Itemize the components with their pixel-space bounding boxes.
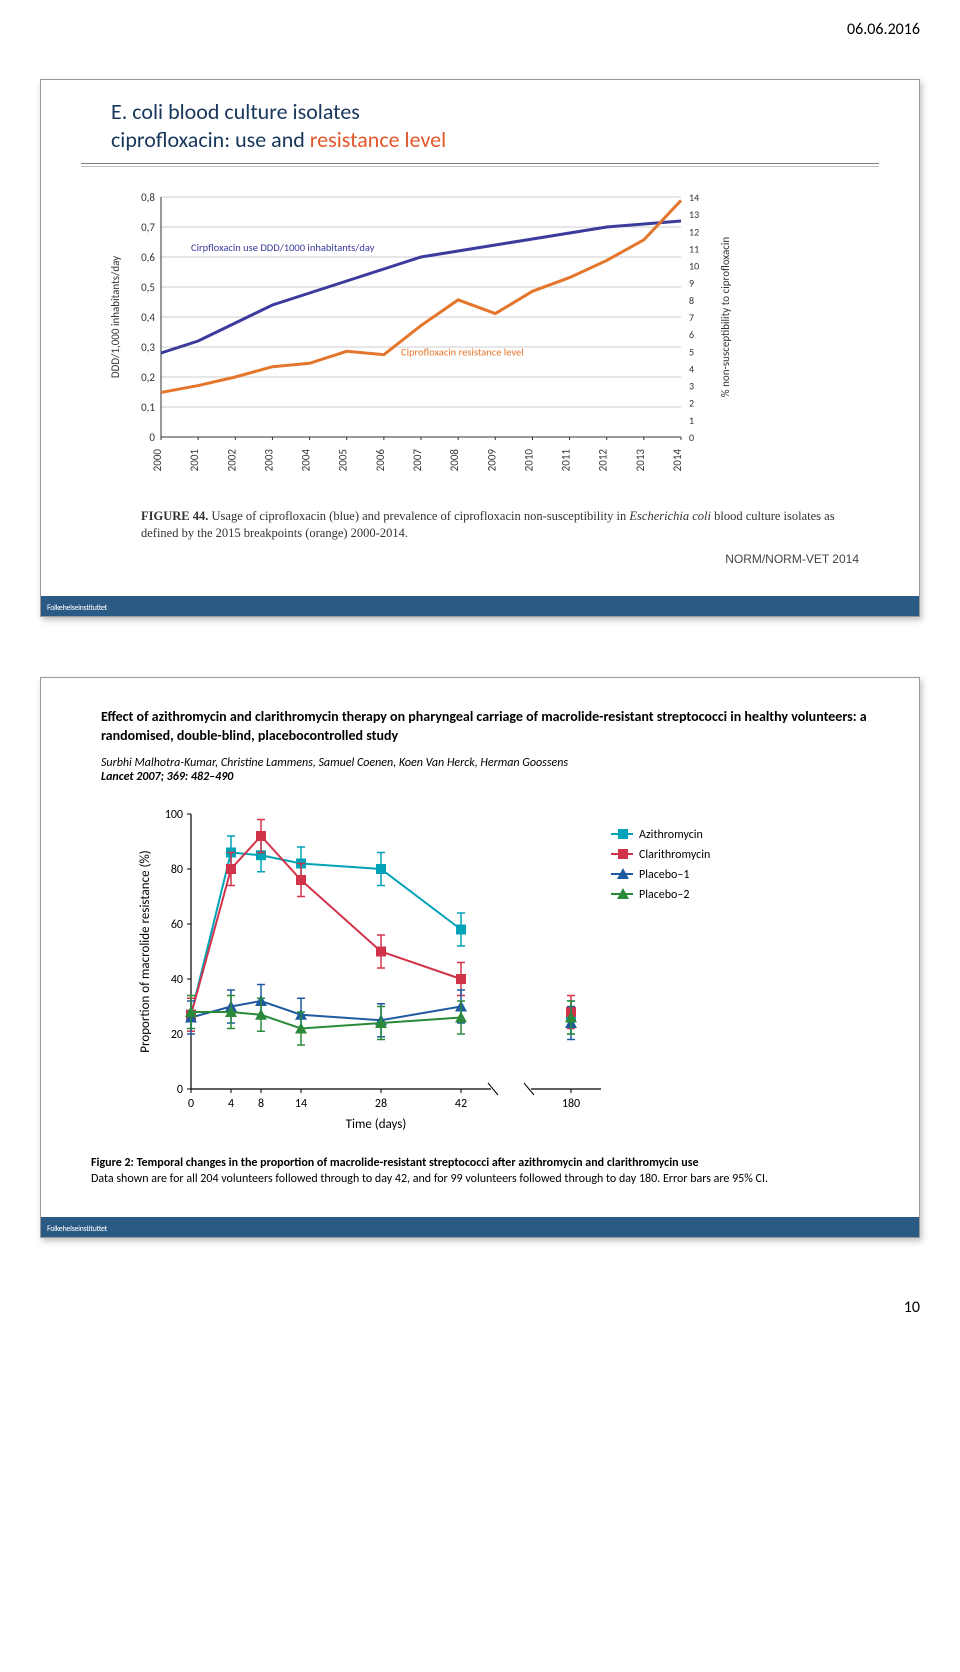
footer-bar-1: Folkehelseinstituttet xyxy=(41,596,919,616)
chart1-svg: 00,10,20,30,40,50,60,70,8012345678910111… xyxy=(101,187,741,487)
svg-text:Placebo–1: Placebo–1 xyxy=(639,868,689,882)
svg-text:4: 4 xyxy=(228,1097,234,1111)
svg-text:0,7: 0,7 xyxy=(141,221,155,234)
svg-text:Cirpfloxacin use DDD/1000 inha: Cirpfloxacin use DDD/1000 inhabitants/da… xyxy=(191,241,375,254)
title-divider xyxy=(81,163,879,164)
svg-text:2001: 2001 xyxy=(188,449,201,472)
svg-text:1: 1 xyxy=(689,414,694,427)
svg-text:2013: 2013 xyxy=(634,449,647,472)
svg-text:13: 13 xyxy=(689,208,699,221)
svg-text:2012: 2012 xyxy=(597,449,610,472)
figure44-caption: FIGURE 44. Usage of ciprofloxacin (blue)… xyxy=(41,502,919,552)
svg-text:6: 6 xyxy=(689,328,694,341)
svg-text:Proportion of macrolide resist: Proportion of macrolide resistance (%) xyxy=(138,850,153,1052)
svg-text:11: 11 xyxy=(689,242,699,255)
svg-text:Time (days): Time (days) xyxy=(346,1117,407,1132)
svg-text:% non-susceptibility to ciprof: % non-susceptibility to ciprofloxacin xyxy=(719,237,732,398)
svg-text:2014: 2014 xyxy=(671,449,684,472)
slide-2: Effect of azithromycin and clarithromyci… xyxy=(40,677,920,1238)
page-number: 10 xyxy=(40,1298,920,1317)
svg-text:7: 7 xyxy=(689,311,694,324)
svg-text:42: 42 xyxy=(455,1097,467,1111)
chart1-container: 00,10,20,30,40,50,60,70,8012345678910111… xyxy=(41,177,919,502)
svg-text:0,3: 0,3 xyxy=(141,341,155,354)
svg-text:28: 28 xyxy=(375,1097,387,1111)
footer-text-2: Folkehelseinstituttet xyxy=(41,1224,107,1234)
slide2-authors: Surbhi Malhotra-Kumar, Christine Lammens… xyxy=(101,756,869,784)
svg-text:8: 8 xyxy=(258,1097,264,1111)
figure2-caption: Figure 2: Temporal changes in the propor… xyxy=(41,1149,919,1197)
svg-text:0,2: 0,2 xyxy=(141,371,155,384)
svg-text:2000: 2000 xyxy=(151,449,164,472)
svg-text:0,6: 0,6 xyxy=(141,251,155,264)
svg-text:80: 80 xyxy=(171,863,183,877)
svg-text:DDD/1,000 inhabitants/day: DDD/1,000 inhabitants/day xyxy=(109,256,122,378)
svg-text:20: 20 xyxy=(171,1028,183,1042)
footer-text-1: Folkehelseinstituttet xyxy=(41,603,107,613)
svg-text:2003: 2003 xyxy=(262,449,275,472)
svg-text:8: 8 xyxy=(689,294,694,307)
authors-text: Surbhi Malhotra-Kumar, Christine Lammens… xyxy=(101,756,568,770)
svg-text:2006: 2006 xyxy=(374,449,387,472)
svg-text:0: 0 xyxy=(177,1083,183,1097)
svg-text:Ciprofloxacin resistance level: Ciprofloxacin resistance level xyxy=(401,346,524,359)
fig44-label: FIGURE 44. xyxy=(141,509,208,523)
svg-text:2002: 2002 xyxy=(225,449,238,472)
slide1-title: E. coli blood culture isolatesciprofloxa… xyxy=(41,80,919,159)
svg-text:0: 0 xyxy=(188,1097,194,1111)
svg-text:3: 3 xyxy=(689,380,694,393)
slide2-title: Effect of azithromycin and clarithromyci… xyxy=(101,708,869,746)
page-date: 06.06.2016 xyxy=(40,20,920,39)
svg-text:2008: 2008 xyxy=(448,449,461,472)
svg-text:2007: 2007 xyxy=(411,449,424,472)
svg-text:9: 9 xyxy=(689,277,694,290)
svg-text:40: 40 xyxy=(171,973,183,987)
svg-text:2011: 2011 xyxy=(560,449,573,472)
svg-text:0: 0 xyxy=(689,431,694,444)
svg-text:0,8: 0,8 xyxy=(141,191,155,204)
fig2-text: Data shown are for all 204 volunteers fo… xyxy=(91,1172,768,1186)
fig44-text: Usage of ciprofloxacin (blue) and preval… xyxy=(208,509,629,523)
svg-text:14: 14 xyxy=(689,191,699,204)
svg-text:2010: 2010 xyxy=(522,449,535,472)
footer-bar-2: Folkehelseinstituttet xyxy=(41,1217,919,1237)
svg-text:10: 10 xyxy=(689,260,699,273)
svg-text:Clarithromycin: Clarithromycin xyxy=(639,848,710,862)
svg-text:12: 12 xyxy=(689,225,699,238)
svg-text:2009: 2009 xyxy=(485,449,498,472)
title-divider-2 xyxy=(81,166,879,167)
svg-text:180: 180 xyxy=(562,1097,580,1111)
svg-text:0,5: 0,5 xyxy=(141,281,155,294)
svg-text:2: 2 xyxy=(689,397,694,410)
svg-text:0,1: 0,1 xyxy=(141,401,155,414)
svg-text:Azithromycin: Azithromycin xyxy=(639,828,703,842)
chart2-container: 0 20 40 60 80 100 0 4 8 14 28 42 180 Time (days) Propo… xyxy=(101,804,869,1139)
svg-text:Placebo–2: Placebo–2 xyxy=(639,888,689,902)
svg-text:4: 4 xyxy=(689,362,694,375)
svg-text:0,4: 0,4 xyxy=(141,311,155,324)
svg-text:2004: 2004 xyxy=(300,449,313,472)
svg-text:100: 100 xyxy=(165,808,183,822)
svg-text:5: 5 xyxy=(689,345,694,358)
norm-source-label: NORM/NORM-VET 2014 xyxy=(41,552,919,596)
svg-text:2005: 2005 xyxy=(337,449,350,471)
journal-ref: Lancet 2007; 369: 482–490 xyxy=(101,770,233,784)
fig44-italic: Escherichia coli xyxy=(629,509,711,523)
svg-text:60: 60 xyxy=(171,918,183,932)
svg-text:14: 14 xyxy=(295,1097,307,1111)
svg-text:0: 0 xyxy=(149,431,155,444)
chart2-svg: 0 20 40 60 80 100 0 4 8 14 28 42 180 Time (days) Propo… xyxy=(131,804,751,1134)
slide-1: E. coli blood culture isolatesciprofloxa… xyxy=(40,79,920,617)
fig2-bold: Figure 2: Temporal changes in the propor… xyxy=(91,1156,699,1170)
slide1-title-accent: resistance level xyxy=(310,126,446,153)
